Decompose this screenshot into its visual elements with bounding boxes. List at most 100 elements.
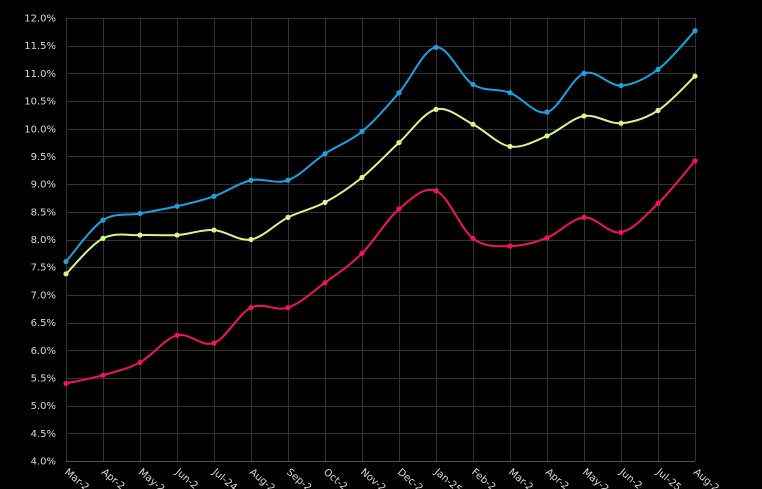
x-tick-label: May-2	[580, 467, 610, 489]
data-point	[655, 66, 661, 73]
x-tick-label: Jan-25	[431, 466, 463, 489]
data-point	[692, 158, 698, 164]
data-point	[433, 188, 439, 194]
data-point	[507, 90, 513, 96]
y-tick-label: 6.0%	[31, 346, 56, 357]
data-point	[174, 232, 180, 238]
data-point	[174, 332, 180, 338]
data-point	[285, 214, 291, 220]
x-tick-label: Jul-24	[209, 466, 239, 489]
data-point	[211, 193, 217, 199]
data-point	[100, 372, 106, 378]
data-point	[692, 73, 698, 79]
data-point	[322, 151, 328, 157]
y-tick-label: 10.5%	[24, 97, 56, 108]
data-point	[470, 235, 476, 241]
y-tick-label: 9.5%	[31, 152, 56, 163]
x-tick-label: Aug-2	[691, 467, 721, 489]
y-tick-label: 7.0%	[31, 290, 56, 301]
y-tick-label: 8.5%	[31, 207, 56, 218]
x-tick-label: Dec-2	[395, 467, 425, 489]
data-point	[396, 139, 402, 146]
data-point	[248, 177, 254, 183]
series-line	[65, 75, 696, 275]
y-tick-label: 5.5%	[31, 373, 56, 384]
y-tick-label: 11.0%	[24, 69, 56, 80]
x-tick-label: Jun-2	[616, 466, 643, 489]
data-point	[692, 28, 698, 34]
data-point	[322, 199, 328, 205]
series-line	[65, 29, 696, 263]
data-point	[618, 229, 624, 235]
data-point	[581, 214, 587, 220]
data-point	[581, 113, 587, 119]
data-point	[470, 121, 476, 127]
x-tick-label: Apr-2	[543, 467, 570, 489]
data-point	[63, 271, 69, 277]
data-point	[174, 203, 180, 209]
data-point	[618, 82, 624, 89]
data-point	[433, 44, 439, 50]
y-tick-label: 9.0%	[31, 180, 56, 191]
x-tick-label: Jul-25	[653, 466, 683, 489]
data-point	[507, 143, 513, 150]
y-tick-label: 4.0%	[31, 457, 56, 468]
series-2	[63, 73, 698, 277]
data-point	[470, 81, 476, 88]
y-tick-label: 11.5%	[24, 41, 56, 52]
x-tick-label: Jun-2	[172, 466, 199, 489]
y-tick-label: 6.5%	[31, 318, 56, 329]
y-tick-label: 8.0%	[31, 235, 56, 246]
data-point	[248, 236, 254, 243]
x-tick-label: Sep-2	[284, 467, 313, 489]
grid-layer	[66, 18, 696, 462]
series-3	[63, 158, 698, 387]
data-point	[248, 305, 254, 311]
data-point	[137, 359, 143, 366]
x-tick-label: Feb-2	[469, 467, 497, 489]
data-point	[507, 243, 513, 249]
data-point	[655, 200, 661, 207]
data-point	[63, 380, 69, 387]
data-point	[433, 106, 439, 112]
data-point	[137, 210, 143, 217]
data-point	[359, 174, 365, 181]
data-point	[100, 235, 106, 241]
x-tick-label: Oct-2	[321, 467, 349, 489]
data-point	[581, 70, 587, 76]
y-tick-label: 5.0%	[31, 401, 56, 412]
data-point	[396, 90, 402, 96]
data-point	[137, 232, 143, 238]
data-point	[544, 235, 550, 241]
x-tick-label: May-2	[136, 467, 166, 489]
x-tick-label: Nov-2	[358, 467, 387, 489]
data-point	[63, 259, 69, 265]
x-axis-ticks: Mar-2 Apr-2 May-2 Jun-2 Jul-24 Aug-2 Sep-2 Oct-…	[62, 466, 721, 489]
x-tick-label: Mar-2	[62, 467, 91, 489]
data-point	[100, 217, 106, 223]
data-point	[359, 128, 365, 135]
y-tick-label: 12.0%	[24, 14, 56, 25]
data-point	[285, 305, 291, 311]
data-point	[211, 227, 217, 233]
series-layer	[63, 28, 698, 387]
data-point	[396, 206, 402, 212]
y-tick-label: 7.5%	[31, 263, 56, 274]
y-tick-label: 10.0%	[24, 124, 56, 135]
series-1	[63, 28, 698, 265]
data-point	[544, 133, 550, 139]
data-point	[655, 107, 661, 114]
data-point	[359, 250, 365, 256]
data-point	[544, 109, 550, 115]
y-axis-ticks: 4.0% 4.5% 5.0% 5.5% 6.0% 6.5% 7.0% 7.5% 8.0% 8.5%…	[24, 14, 56, 468]
data-point	[285, 177, 291, 183]
y-tick-label: 4.5%	[31, 429, 56, 440]
x-tick-label: Aug-2	[247, 467, 277, 489]
x-tick-label: Apr-2	[99, 467, 126, 489]
x-tick-label: Mar-2	[506, 467, 535, 489]
data-point	[618, 120, 624, 126]
data-point	[211, 340, 217, 346]
data-point	[322, 280, 328, 286]
